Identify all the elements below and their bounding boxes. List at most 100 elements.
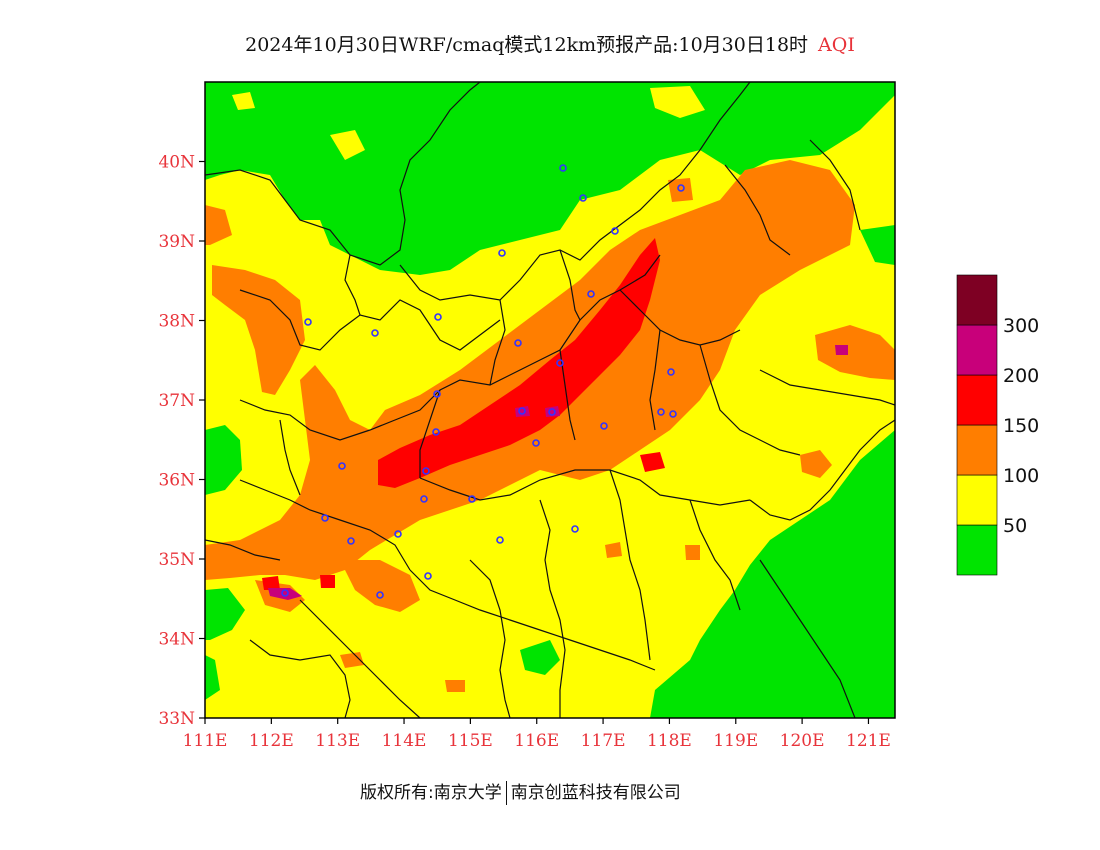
boundary-line	[749, 419, 895, 521]
city-marker	[600, 422, 608, 430]
boundary-line	[419, 389, 441, 478]
legend-label: 50	[1003, 515, 1027, 537]
lat-tick-label: 38N	[158, 312, 195, 332]
legend-label: 100	[1003, 465, 1039, 487]
boundary-line	[649, 329, 661, 431]
lat-tick-label: 39N	[158, 232, 195, 252]
city-marker	[556, 359, 564, 367]
legend-swatch	[956, 324, 998, 376]
lat-tick-label: 36N	[158, 471, 195, 491]
city-marker	[657, 408, 665, 416]
lat-tick-label: 37N	[158, 391, 195, 411]
aqi-usg-west-lobe	[212, 265, 305, 395]
lon-tick-label: 115E	[448, 731, 493, 751]
boundary-line	[759, 369, 895, 406]
boundary-line	[619, 289, 741, 346]
map-title: 2024年10月30日WRF/cmaq模式12km预报产品:10月30日18时 A…	[0, 30, 1100, 57]
city-marker	[514, 339, 522, 347]
legend-label: 200	[1003, 365, 1039, 387]
boundary-line	[239, 289, 501, 351]
legend-swatch	[956, 474, 998, 526]
boundary-line	[559, 249, 581, 321]
boundary-line	[399, 82, 751, 301]
city-marker	[667, 368, 675, 376]
city-marker	[559, 164, 567, 172]
city-marker	[304, 318, 312, 326]
aqi-very-unhealthy-east	[835, 345, 848, 355]
city-marker	[548, 408, 556, 416]
lon-tick-label: 116E	[514, 731, 559, 751]
boundary-line	[205, 82, 481, 266]
boundary-line	[609, 469, 651, 661]
city-marker	[434, 313, 442, 321]
lat-tick-label: 40N	[158, 153, 195, 173]
city-marker	[347, 537, 355, 545]
aqi-moderate-island-n2	[650, 86, 705, 118]
aqi-moderate-island-n1	[330, 130, 365, 160]
legend-swatch	[956, 424, 998, 476]
aqi-usg-south-spot2	[605, 542, 622, 558]
aqi-usg-se-spot	[445, 680, 465, 692]
aqi-usg-north-west	[205, 205, 232, 245]
city-marker	[518, 407, 526, 415]
city-marker	[587, 290, 595, 298]
lon-tick-label: 118E	[647, 731, 692, 751]
aqi-moderate-island-n3	[232, 92, 255, 110]
lat-tick-label: 35N	[158, 550, 195, 570]
title-variable: AQI	[818, 34, 855, 56]
aqi-good-west	[205, 425, 242, 495]
city-marker	[669, 410, 677, 418]
city-marker	[532, 439, 540, 447]
city-marker	[338, 462, 346, 470]
aqi-usg-east-coast	[815, 325, 895, 380]
boundary-line	[689, 499, 741, 611]
city-marker	[371, 329, 379, 337]
aqi-unhealthy-core	[378, 238, 660, 488]
boundary-line	[489, 299, 506, 386]
city-marker	[496, 536, 504, 544]
city-marker	[579, 194, 587, 202]
boundary-line	[249, 639, 351, 718]
lon-tick-label: 117E	[581, 731, 626, 751]
aqi-unhealthy-spot-east	[640, 452, 665, 472]
boundary-line	[724, 164, 791, 256]
legend-swatch	[956, 274, 998, 326]
boundary-line	[539, 499, 566, 718]
boundary-line	[699, 344, 801, 456]
aqi-usg-south-arm	[340, 560, 420, 612]
boundary-line	[409, 569, 656, 671]
city-marker	[677, 184, 685, 192]
aqi-good-north	[205, 82, 895, 275]
boundary-line	[344, 254, 361, 316]
company-text: 南京创蓝科技有限公司	[510, 783, 681, 803]
city-markers	[281, 164, 685, 599]
longitude-axis: 111E 112E 113E 114E 115E 116E 117E 118E 119E 120E…	[183, 718, 891, 751]
lon-tick-label: 114E	[382, 731, 427, 751]
city-marker	[422, 467, 430, 475]
aqi-unhealthy-spot-west2	[320, 575, 335, 588]
aqi-usg-main-band	[205, 160, 855, 580]
aqi-good-southwest	[205, 655, 220, 700]
city-marker	[281, 589, 289, 597]
boundary-line	[759, 559, 856, 718]
legend-swatch	[956, 374, 998, 426]
legend-label: 150	[1003, 415, 1039, 437]
city-marker	[468, 495, 476, 503]
city-marker	[433, 390, 441, 398]
aqi-good-east-pocket	[860, 225, 895, 265]
footer-divider	[505, 781, 507, 805]
copyright-text: 版权所有:南京大学	[360, 783, 502, 803]
city-marker	[420, 495, 428, 503]
boundary-line	[559, 349, 576, 441]
aqi-usg-north-spot	[668, 178, 693, 202]
boundary-line	[239, 254, 661, 441]
lat-tick-label: 33N	[158, 709, 195, 729]
latitude-axis: 33N 34N 35N 36N 37N 38N 39N 40N	[158, 153, 205, 729]
city-marker	[321, 514, 329, 522]
aqi-usg-south-spot3	[685, 545, 700, 560]
aqi-good-west2	[205, 588, 245, 640]
lat-tick-label: 34N	[158, 630, 195, 650]
city-marker	[498, 249, 506, 257]
lon-tick-label: 113E	[315, 731, 360, 751]
